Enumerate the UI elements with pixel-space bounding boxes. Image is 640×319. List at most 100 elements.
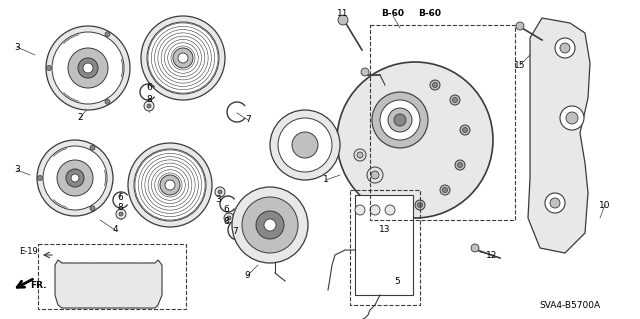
Text: 8: 8 — [117, 204, 123, 212]
Circle shape — [52, 32, 124, 104]
Circle shape — [256, 211, 284, 239]
Circle shape — [227, 216, 231, 220]
Circle shape — [224, 213, 234, 223]
Circle shape — [367, 167, 383, 183]
Circle shape — [47, 65, 51, 70]
Text: 3: 3 — [215, 196, 221, 204]
Circle shape — [37, 140, 113, 216]
Circle shape — [433, 83, 438, 87]
Circle shape — [361, 68, 369, 76]
Text: B-60: B-60 — [381, 10, 404, 19]
Text: 6: 6 — [223, 205, 229, 214]
Text: 7: 7 — [245, 115, 251, 124]
Text: 8: 8 — [223, 217, 229, 226]
Circle shape — [545, 193, 565, 213]
Circle shape — [178, 53, 188, 63]
Circle shape — [141, 16, 225, 100]
Circle shape — [173, 48, 193, 68]
Circle shape — [450, 95, 460, 105]
Text: 3: 3 — [14, 42, 20, 51]
Circle shape — [337, 62, 493, 218]
Circle shape — [516, 22, 524, 30]
Text: SVA4-B5700A: SVA4-B5700A — [540, 300, 600, 309]
Circle shape — [160, 175, 180, 195]
Text: FR.: FR. — [29, 280, 46, 290]
Circle shape — [394, 114, 406, 126]
Circle shape — [415, 200, 425, 210]
Circle shape — [119, 212, 123, 216]
Text: B-60: B-60 — [419, 10, 442, 19]
Text: 8: 8 — [146, 94, 152, 103]
Circle shape — [440, 185, 450, 195]
Circle shape — [68, 48, 108, 88]
Circle shape — [380, 100, 420, 140]
Circle shape — [560, 43, 570, 53]
Circle shape — [338, 15, 348, 25]
Circle shape — [354, 149, 366, 161]
Circle shape — [370, 205, 380, 215]
Circle shape — [116, 209, 126, 219]
Bar — [38, 244, 186, 309]
Circle shape — [43, 146, 107, 210]
Circle shape — [452, 98, 458, 102]
Circle shape — [278, 118, 332, 172]
Circle shape — [555, 38, 575, 58]
Circle shape — [78, 58, 98, 78]
Circle shape — [105, 99, 110, 104]
Polygon shape — [528, 18, 590, 253]
Circle shape — [218, 190, 222, 194]
Circle shape — [371, 171, 379, 179]
Circle shape — [430, 80, 440, 90]
Circle shape — [471, 244, 479, 252]
Text: 5: 5 — [394, 278, 400, 286]
Circle shape — [560, 106, 584, 130]
Circle shape — [292, 132, 318, 158]
Circle shape — [550, 198, 560, 208]
Circle shape — [355, 205, 365, 215]
Circle shape — [165, 180, 175, 190]
Bar — [370, 25, 515, 220]
Circle shape — [134, 149, 206, 221]
Text: 3: 3 — [14, 166, 20, 174]
Circle shape — [460, 125, 470, 135]
Circle shape — [105, 32, 110, 37]
Text: 1: 1 — [323, 175, 329, 184]
Circle shape — [83, 63, 93, 73]
Circle shape — [264, 219, 276, 231]
Circle shape — [90, 206, 95, 211]
Text: 7: 7 — [232, 227, 238, 236]
Circle shape — [458, 162, 463, 167]
Circle shape — [215, 187, 225, 197]
Circle shape — [128, 143, 212, 227]
Circle shape — [463, 128, 467, 132]
Circle shape — [71, 174, 79, 182]
Circle shape — [566, 112, 578, 124]
Circle shape — [38, 175, 42, 181]
Circle shape — [417, 203, 422, 207]
Text: 9: 9 — [244, 271, 250, 280]
Circle shape — [372, 92, 428, 148]
Circle shape — [57, 160, 93, 196]
Circle shape — [144, 101, 154, 111]
Circle shape — [442, 188, 447, 192]
Circle shape — [270, 110, 340, 180]
Circle shape — [90, 145, 95, 150]
Text: 11: 11 — [337, 10, 349, 19]
Text: 15: 15 — [515, 61, 525, 70]
Circle shape — [147, 104, 151, 108]
Text: 13: 13 — [380, 226, 391, 234]
Text: 12: 12 — [486, 250, 498, 259]
Text: 2: 2 — [77, 114, 83, 122]
Circle shape — [357, 152, 363, 158]
Text: 4: 4 — [112, 226, 118, 234]
Circle shape — [232, 187, 308, 263]
Polygon shape — [55, 260, 162, 308]
Circle shape — [385, 205, 395, 215]
Circle shape — [46, 26, 130, 110]
Circle shape — [455, 160, 465, 170]
Bar — [355, 195, 413, 295]
Circle shape — [66, 169, 84, 187]
Text: 10: 10 — [599, 201, 611, 210]
Text: 6: 6 — [146, 84, 152, 93]
Circle shape — [242, 197, 298, 253]
